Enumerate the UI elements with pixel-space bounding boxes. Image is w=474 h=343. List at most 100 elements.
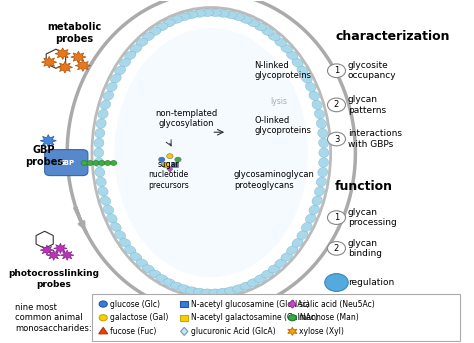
Ellipse shape	[98, 187, 108, 196]
Ellipse shape	[100, 196, 110, 205]
Ellipse shape	[317, 119, 327, 128]
Ellipse shape	[96, 177, 106, 187]
Ellipse shape	[232, 285, 245, 293]
Ellipse shape	[201, 9, 214, 16]
Polygon shape	[181, 327, 188, 335]
Ellipse shape	[110, 222, 121, 232]
Ellipse shape	[156, 275, 168, 283]
Polygon shape	[75, 60, 91, 71]
Bar	[171, 162, 178, 167]
Ellipse shape	[217, 288, 229, 296]
Ellipse shape	[305, 82, 316, 92]
Ellipse shape	[130, 44, 142, 53]
Ellipse shape	[178, 285, 190, 293]
Ellipse shape	[201, 289, 214, 296]
Ellipse shape	[255, 23, 267, 31]
Text: fucose (Fuc): fucose (Fuc)	[109, 327, 156, 336]
Text: non-templated
glycosylation: non-templated glycosylation	[155, 109, 218, 128]
Text: 1: 1	[334, 213, 339, 222]
Circle shape	[288, 315, 296, 321]
Text: galactose (Gal): galactose (Gal)	[109, 313, 168, 322]
Circle shape	[87, 161, 93, 165]
Ellipse shape	[136, 259, 148, 267]
Polygon shape	[47, 250, 60, 260]
Circle shape	[328, 132, 346, 146]
Ellipse shape	[130, 252, 142, 261]
Ellipse shape	[301, 222, 312, 232]
Ellipse shape	[319, 148, 329, 157]
Ellipse shape	[149, 27, 161, 35]
Ellipse shape	[96, 119, 106, 128]
Ellipse shape	[156, 23, 168, 31]
Ellipse shape	[163, 19, 175, 27]
Text: interactions
with GBPs: interactions with GBPs	[348, 129, 402, 149]
Text: glucose (Glc): glucose (Glc)	[109, 299, 160, 309]
Ellipse shape	[103, 91, 114, 100]
Text: glycan
binding: glycan binding	[348, 239, 382, 258]
Ellipse shape	[318, 167, 328, 177]
Bar	[92, 295, 460, 341]
Ellipse shape	[309, 91, 319, 100]
Ellipse shape	[309, 205, 319, 214]
Ellipse shape	[170, 16, 182, 23]
Text: photocrosslinking
probes: photocrosslinking probes	[8, 269, 99, 289]
Ellipse shape	[98, 109, 108, 119]
Ellipse shape	[95, 129, 105, 138]
Ellipse shape	[100, 100, 110, 109]
Ellipse shape	[312, 100, 322, 109]
Ellipse shape	[136, 38, 148, 47]
Bar	[180, 315, 188, 321]
Ellipse shape	[275, 38, 286, 47]
Text: nine most
common animal
monosaccharides:: nine most common animal monosaccharides:	[15, 303, 92, 333]
Bar	[180, 301, 188, 307]
Ellipse shape	[287, 51, 298, 60]
Ellipse shape	[240, 282, 252, 290]
Ellipse shape	[262, 27, 273, 35]
Text: O-linked
glycoproteins: O-linked glycoproteins	[254, 116, 311, 135]
Ellipse shape	[297, 230, 308, 239]
Text: glucuronic Acid (GlcA): glucuronic Acid (GlcA)	[191, 327, 275, 336]
Ellipse shape	[319, 138, 328, 148]
Ellipse shape	[312, 196, 322, 205]
Circle shape	[105, 161, 111, 165]
Ellipse shape	[170, 282, 182, 290]
Ellipse shape	[115, 230, 126, 239]
Text: function: function	[335, 180, 393, 193]
Text: metabolic
probes: metabolic probes	[47, 22, 101, 44]
Text: glycosaminoglycan
proteoglycans: glycosaminoglycan proteoglycans	[234, 170, 315, 190]
Ellipse shape	[103, 205, 114, 214]
Ellipse shape	[314, 109, 325, 119]
Text: sugar
nucleotide
precursors: sugar nucleotide precursors	[148, 160, 189, 190]
Text: 3: 3	[334, 134, 339, 144]
Text: 2: 2	[334, 244, 339, 253]
Circle shape	[99, 315, 107, 321]
Polygon shape	[57, 61, 73, 73]
Ellipse shape	[301, 74, 312, 83]
Circle shape	[328, 241, 346, 255]
Ellipse shape	[114, 28, 308, 277]
Ellipse shape	[149, 270, 161, 278]
Ellipse shape	[268, 33, 280, 41]
Ellipse shape	[95, 167, 105, 177]
Text: N-acetyl glucosamine (GlcNAc): N-acetyl glucosamine (GlcNAc)	[191, 299, 309, 309]
Ellipse shape	[217, 10, 229, 17]
Circle shape	[328, 98, 346, 112]
Ellipse shape	[314, 187, 325, 196]
Ellipse shape	[94, 158, 104, 167]
Ellipse shape	[268, 265, 280, 273]
Ellipse shape	[225, 11, 237, 19]
Ellipse shape	[319, 158, 328, 167]
Bar	[163, 162, 169, 167]
Text: glycosite
occupancy: glycosite occupancy	[348, 61, 396, 80]
Ellipse shape	[318, 129, 328, 138]
Circle shape	[93, 161, 99, 165]
Ellipse shape	[178, 13, 190, 21]
Ellipse shape	[209, 9, 221, 16]
Ellipse shape	[193, 10, 206, 17]
Text: xylose (Xyl): xylose (Xyl)	[299, 327, 344, 336]
FancyBboxPatch shape	[45, 150, 88, 176]
Polygon shape	[40, 134, 56, 147]
Polygon shape	[289, 300, 296, 308]
Text: lysis: lysis	[270, 97, 287, 106]
Circle shape	[167, 154, 173, 158]
